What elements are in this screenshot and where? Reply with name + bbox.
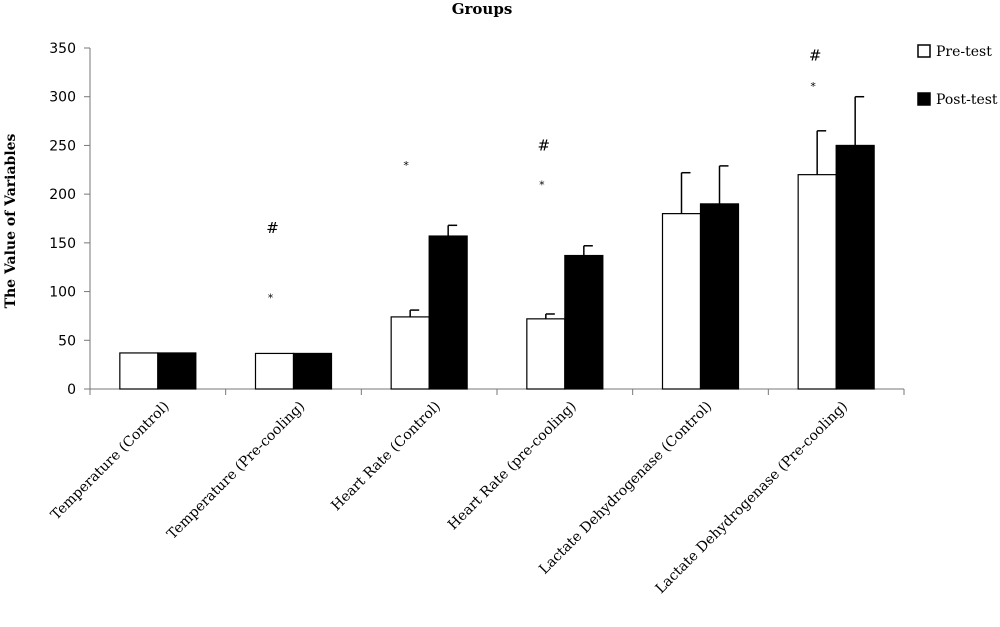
x-tick-label: Temperature (Control) (48, 399, 173, 524)
bars (119, 144, 875, 390)
bar-pre-test (390, 316, 430, 390)
bar-post-test (292, 352, 333, 390)
significance-star: * (268, 291, 274, 304)
y-tick-label: 0 (67, 382, 76, 398)
legend-swatch (917, 92, 931, 106)
bar-post-test (157, 352, 197, 390)
significance-star: * (403, 159, 409, 172)
significance-star: * (810, 80, 816, 93)
y-tick-label: 350 (49, 41, 76, 57)
x-tick-label: Heart Rate (pre-cooling) (445, 399, 580, 534)
bar-pre-test (526, 318, 566, 390)
y-tick-label: 50 (58, 333, 76, 349)
error-bars (409, 95, 865, 319)
legend: Pre-test Post-test (917, 44, 998, 108)
y-tick-label: 300 (49, 90, 76, 106)
bar-post-test (699, 203, 740, 390)
bar-post-test (564, 254, 604, 390)
x-tick-label: Heart Rate (Control) (328, 399, 444, 515)
bar-post-test (428, 235, 468, 390)
x-tick-label: Temperature (Pre-cooling) (164, 399, 308, 543)
y-axis-label: The Value of Variables (3, 133, 19, 308)
y-tick-label: 150 (49, 236, 76, 252)
x-ticks: Temperature (Control)Temperature (Pre-co… (48, 399, 851, 597)
legend-label: Pre-test (936, 44, 992, 60)
bar-pre-test (661, 213, 702, 390)
y-ticks: 0 50 100 150 200 250 300 350 (49, 41, 90, 398)
bar-pre-test (254, 352, 295, 390)
y-tick-label: 100 (49, 285, 76, 301)
bar-pre-test (797, 174, 837, 390)
significance-star: * (539, 178, 545, 191)
significance-hash: # (538, 136, 551, 154)
legend-label: Post-test (936, 92, 998, 108)
chart-title: Groups (452, 0, 513, 18)
axes (89, 48, 905, 395)
annotations: * # * * # * # (266, 47, 821, 305)
y-tick-label: 200 (49, 187, 76, 203)
bar-pre-test (119, 352, 159, 390)
bar-post-test (835, 144, 875, 390)
legend-swatch (917, 44, 931, 58)
significance-hash: # (809, 47, 822, 65)
y-tick-label: 250 (49, 138, 76, 154)
significance-hash: # (266, 219, 279, 237)
